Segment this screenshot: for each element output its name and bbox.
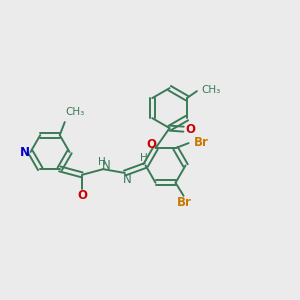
Text: N: N [102,159,111,172]
Text: CH₃: CH₃ [201,85,220,95]
Text: Br: Br [194,136,208,148]
Text: O: O [147,138,157,151]
Text: H: H [98,157,106,166]
Text: Br: Br [177,196,192,209]
Text: N: N [20,146,30,158]
Text: H: H [140,153,147,164]
Text: O: O [186,123,196,136]
Text: O: O [77,189,87,202]
Text: CH₃: CH₃ [66,107,85,117]
Text: N: N [122,173,131,187]
